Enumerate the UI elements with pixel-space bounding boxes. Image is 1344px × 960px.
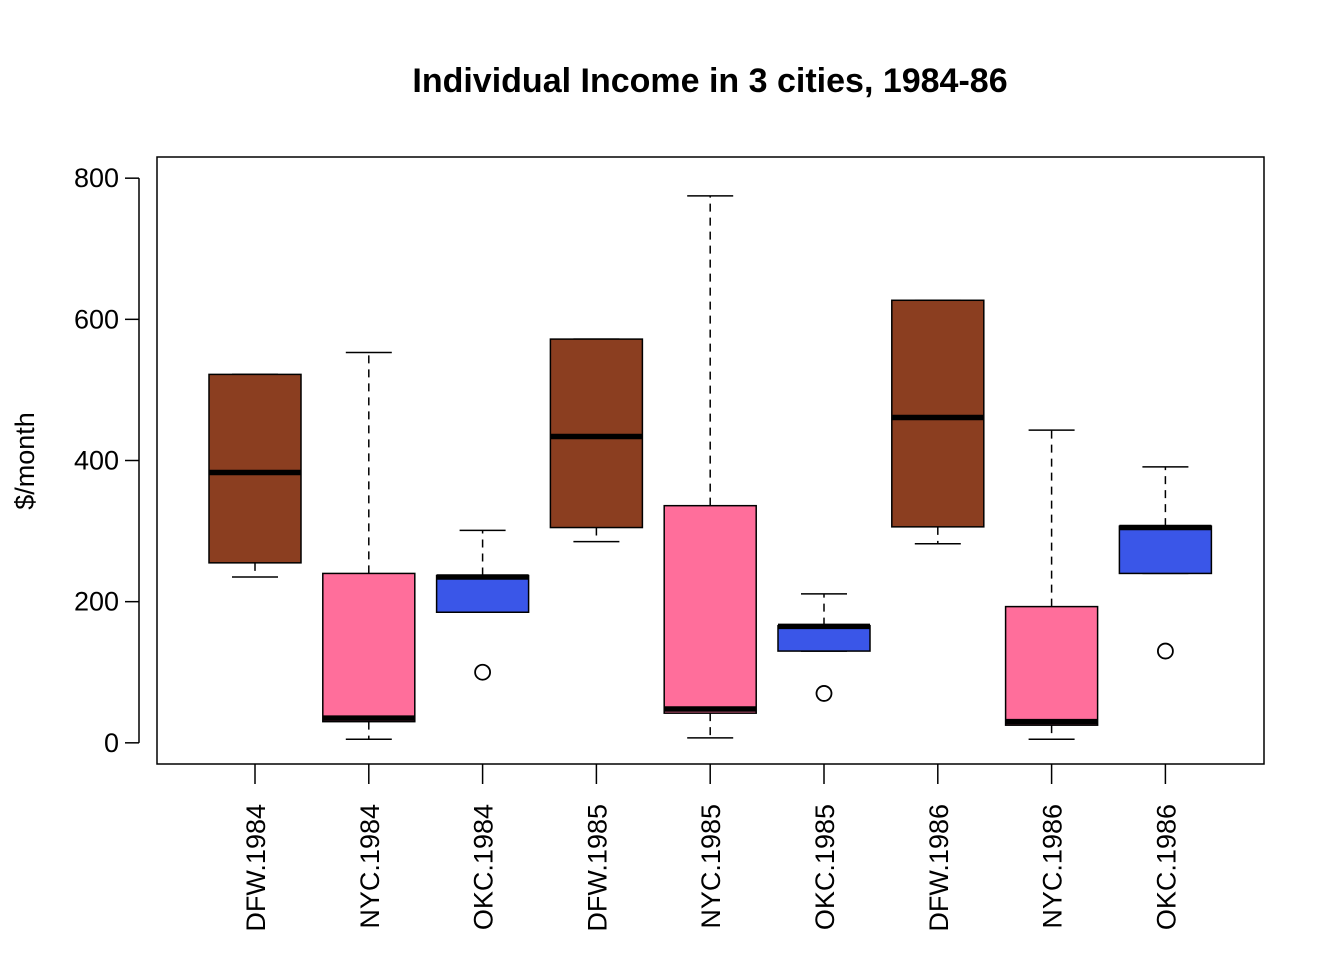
box-okc-1984: [435, 529, 530, 681]
boxes-layer: [208, 195, 1213, 741]
x-tick-label: DFW.1986: [924, 804, 954, 932]
y-tick-label: 600: [74, 304, 119, 334]
y-tick-label: 800: [74, 163, 119, 193]
x-tick-label: DFW.1984: [241, 804, 271, 932]
box-nyc-1984: [322, 351, 416, 741]
box-dfw-1985: [549, 338, 644, 543]
box-body: [663, 504, 757, 714]
x-tick-label: NYC.1986: [1038, 804, 1068, 929]
x-tick-label: OKC.1986: [1151, 804, 1181, 930]
box-nyc-1986: [1004, 429, 1099, 741]
x-tick-label: NYC.1985: [696, 804, 726, 929]
x-tick-label: DFW.1985: [582, 804, 612, 932]
box-body: [891, 299, 985, 528]
y-tick-label: 0: [104, 728, 119, 758]
box-dfw-1986: [891, 299, 985, 545]
box-nyc-1985: [663, 195, 757, 739]
y-tick-label: 200: [74, 587, 119, 617]
box-body: [549, 338, 644, 529]
outlier-point: [474, 663, 492, 681]
box-body: [777, 624, 871, 652]
y-tick-label: 400: [74, 446, 119, 476]
box-okc-1986: [1118, 466, 1213, 660]
x-tick-label: OKC.1984: [469, 804, 499, 930]
box-okc-1985: [777, 593, 871, 702]
y-axis-label: $/month: [10, 412, 40, 510]
box-body: [322, 572, 416, 723]
x-tick-label: OKC.1985: [810, 804, 840, 930]
outlier-point: [815, 685, 833, 702]
outlier-point: [1157, 642, 1174, 660]
box-body: [208, 373, 302, 564]
y-axis: 0 200 400 600 800: [74, 163, 140, 758]
x-axis: DFW.1984 NYC.1984 OKC.1984 DFW.1985 NYC.1985…: [241, 764, 1181, 932]
x-tick-label: NYC.1984: [355, 804, 385, 929]
box-body: [1118, 525, 1213, 575]
box-body: [1004, 605, 1099, 726]
box-dfw-1984: [208, 373, 302, 578]
box-body: [435, 574, 530, 613]
chart-title: Individual Income in 3 cities, 1984-86: [412, 62, 1007, 100]
